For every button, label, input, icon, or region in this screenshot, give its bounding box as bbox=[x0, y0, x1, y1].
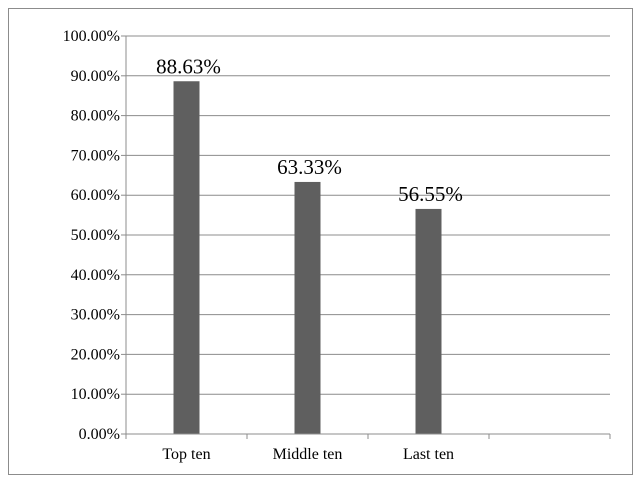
data-label: 63.33% bbox=[277, 155, 342, 179]
y-tick-label: 70.00% bbox=[71, 147, 120, 164]
y-tick-label: 90.00% bbox=[71, 68, 120, 85]
gridlines bbox=[126, 35, 610, 395]
y-tick-label: 60.00% bbox=[71, 187, 120, 204]
y-tick-label: 50.00% bbox=[71, 227, 120, 244]
x-category-label: Top ten bbox=[162, 446, 210, 463]
y-tick-label: 30.00% bbox=[71, 307, 120, 324]
y-tick-label: 20.00% bbox=[71, 346, 120, 363]
bar bbox=[415, 208, 442, 434]
bar bbox=[294, 181, 321, 434]
bar bbox=[173, 81, 200, 435]
y-tick-label: 80.00% bbox=[71, 108, 120, 125]
x-category-label: Middle ten bbox=[273, 446, 343, 463]
labels: 0.00% 10.00% 20.00% 30.00% 40.00% 50.00% 60.00… bbox=[63, 28, 463, 463]
axes bbox=[121, 35, 611, 439]
data-label: 88.63% bbox=[156, 54, 221, 78]
y-tick-label: 0.00% bbox=[79, 426, 120, 443]
y-tick-label: 100.00% bbox=[63, 28, 120, 45]
data-label: 56.55% bbox=[398, 182, 463, 206]
x-category-label: Last ten bbox=[403, 446, 454, 463]
y-tick-label: 10.00% bbox=[71, 386, 120, 403]
bars bbox=[173, 81, 442, 435]
y-tick-label: 40.00% bbox=[71, 267, 120, 284]
